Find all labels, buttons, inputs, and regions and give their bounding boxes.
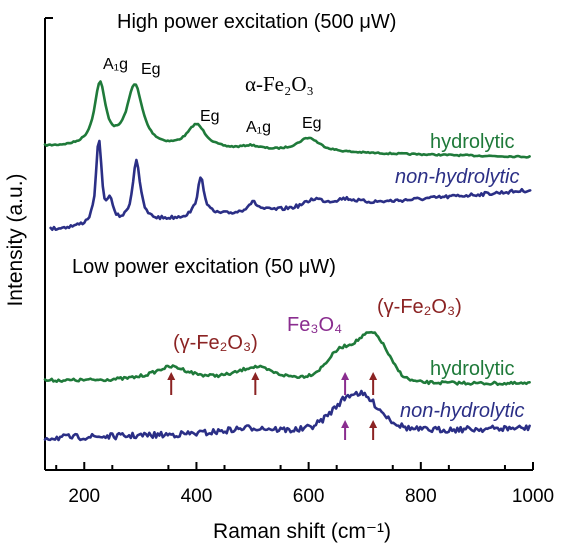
high-power-title: High power excitation (500 μW) [117,11,396,33]
peak-arrow [167,372,176,395]
peak-label: A₁g [103,56,128,73]
peak-arrow [341,372,350,395]
x-ticks: 200 400 600 800 1000 [55,462,554,507]
x-tick-label: 200 [68,486,100,507]
axes [44,17,533,471]
x-axis-title: Raman shift (cm⁻¹) [213,520,391,543]
peak-label: Eg [302,115,322,132]
peak-arrow [369,420,378,440]
series-label-high-non-hydrolytic: non-hydrolytic [395,166,520,188]
y-axis-title: Intensity (a.u.) [4,173,27,306]
peak-arrow [341,420,350,440]
peak-label: Eg [200,108,220,125]
arrows [167,372,378,440]
series-line-high-hydrolytic [43,80,531,159]
phase-label-fe3o4: Fe₃O₄ [287,314,342,336]
low-power-title: Low power excitation (50 μW) [72,256,336,278]
series-line-low-hydrolytic [43,330,531,387]
series-label-low-hydrolytic: hydrolytic [430,358,514,380]
phase-label-gamma-right: (γ-Fe₂O₃) [377,296,462,318]
phase-label-gamma-left: (γ-Fe₂O₃) [173,332,258,354]
peak-labels: A₁g Eg Eg A₁g Eg [103,56,322,136]
peak-arrow [369,372,378,395]
x-tick-label: 1000 [512,486,554,507]
peak-label: Eg [141,61,161,78]
series-label-low-non-hydrolytic: non-hydrolytic [400,400,525,422]
series-line-low-non-hydrolytic [43,389,531,442]
alpha-fe2o3-label: α-Fe₂O₃ [245,72,314,96]
series-line-high-non-hydrolytic [49,139,532,231]
x-tick-label: 600 [293,486,325,507]
x-tick-label: 400 [181,486,213,507]
series-label-high-hydrolytic: hydrolytic [430,131,514,153]
peak-arrow [251,372,260,395]
peak-label: A₁g [246,119,271,136]
x-tick-label: 800 [405,486,437,507]
